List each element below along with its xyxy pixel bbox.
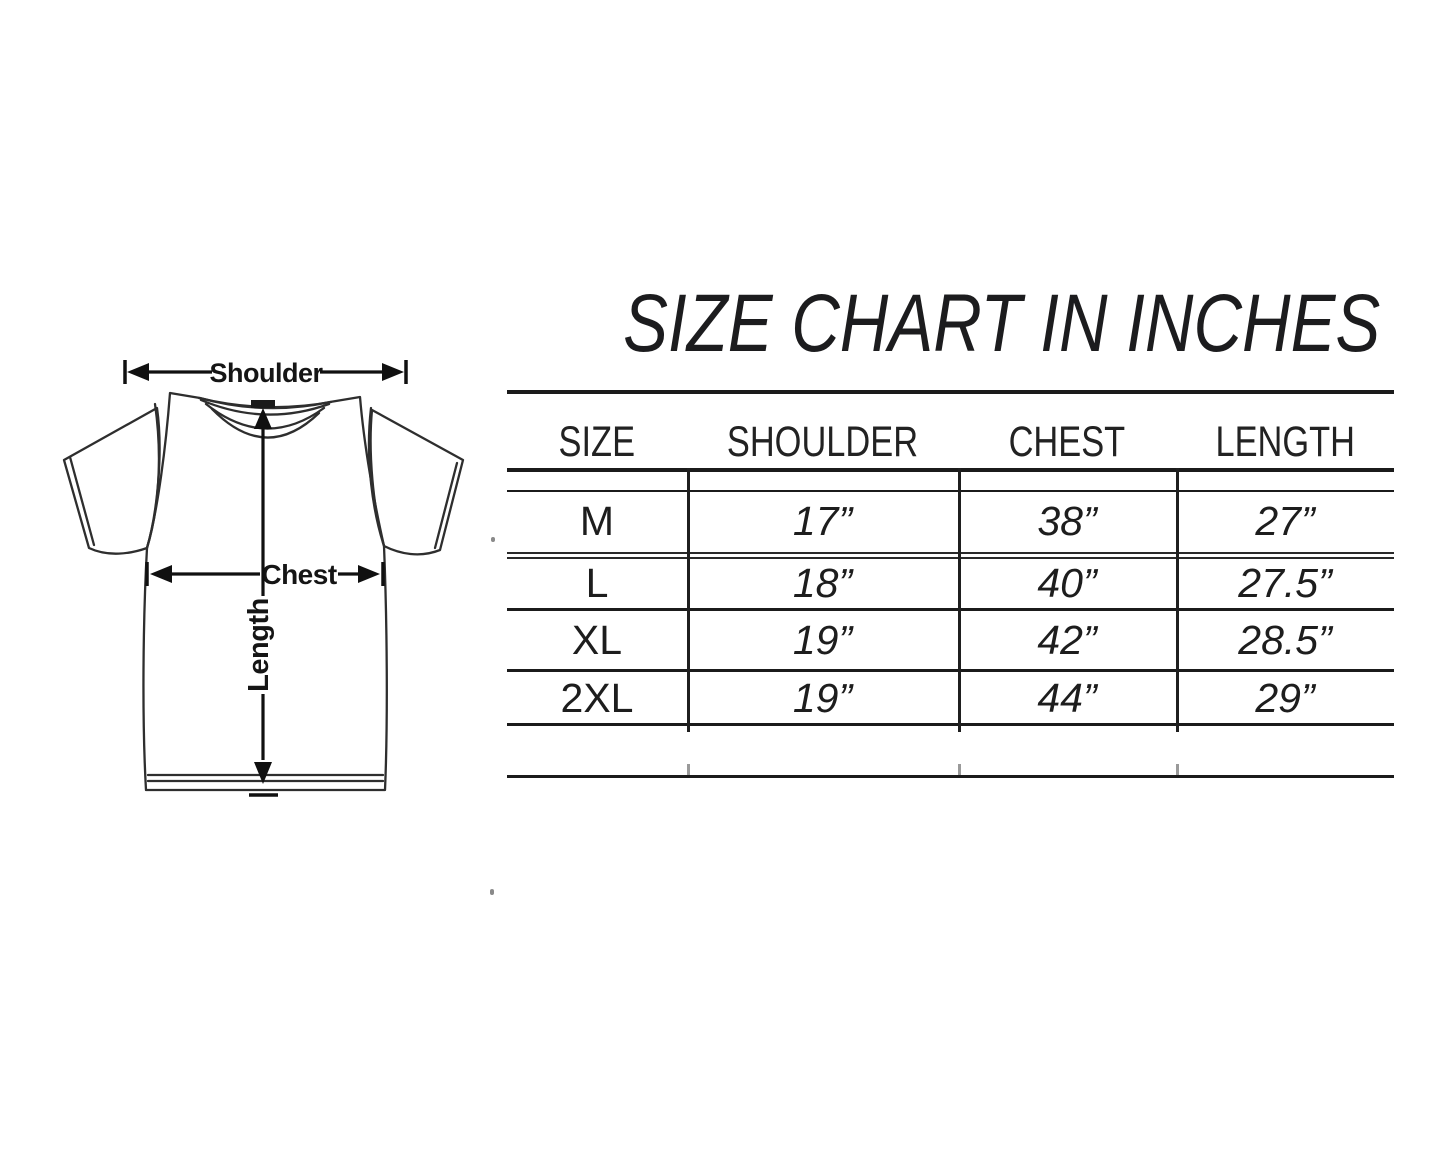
- row-2xl-shoulder: 19”: [792, 675, 853, 721]
- row-l-length: 27.5”: [1238, 559, 1332, 606]
- row-2xl-chest: 44”: [1037, 675, 1097, 721]
- row-m-shoulder: 17”: [792, 497, 853, 544]
- row-l-shoulder: 18”: [792, 559, 853, 606]
- footer-rule: [507, 775, 1394, 778]
- header-cell-shoulder: SHOULDER: [726, 417, 919, 466]
- tshirt-body: [142, 391, 388, 792]
- length-dimension-arrow: Length: [243, 408, 278, 797]
- header-cell-chest: CHEST: [1008, 417, 1126, 466]
- scan-speck: [491, 537, 495, 542]
- row-xl-length: 28.5”: [1238, 616, 1332, 663]
- shoulder-right-arrowhead: [382, 363, 404, 381]
- header-bottom-rule: [507, 468, 1394, 472]
- right-armhole-seam: [367, 406, 386, 548]
- length-bottom-arrowhead: [254, 762, 272, 784]
- row-2xl-size: 2XL: [560, 675, 634, 721]
- column-divider-2: [958, 468, 961, 732]
- row-xl-chest: 42”: [1037, 616, 1097, 663]
- shoulder-dimension-arrow: Shoulder: [123, 358, 408, 388]
- shoulder-left-arrowhead: [127, 363, 149, 381]
- length-label: Length: [243, 598, 275, 692]
- divider-remnant-3: [1176, 764, 1179, 775]
- left-sleeve: [62, 406, 161, 555]
- row-xl-shoulder: 19”: [792, 616, 853, 663]
- row-m-size: M: [579, 497, 615, 544]
- right-sleeve-cuff-stitch-line: [433, 461, 459, 550]
- scan-speck: [490, 889, 494, 895]
- row-m-bottom-double-rule: [507, 552, 1394, 559]
- length-top-arrowhead: [254, 408, 272, 429]
- table-row-m: M 17” 38” 27”: [507, 490, 1394, 552]
- chest-right-arrowhead: [358, 565, 380, 583]
- row-2xl-length: 29”: [1255, 675, 1315, 721]
- row-xl-bottom-rule: [507, 669, 1394, 672]
- table-bottom-rule: [507, 723, 1394, 726]
- header-cell-length: LENGTH: [1215, 417, 1355, 466]
- spacer-row-rule: [507, 490, 1394, 492]
- page-title: SIZE CHART IN INCHES: [623, 278, 1381, 369]
- left-armhole-seam: [145, 402, 161, 550]
- size-table: SIZE SHOULDER CHEST LENGTH M 17” 38” 27”…: [507, 390, 1394, 790]
- table-header-row: SIZE SHOULDER CHEST LENGTH: [507, 410, 1394, 474]
- divider-remnant-2: [958, 764, 961, 775]
- table-row-2xl: 2XL 19” 44” 29”: [507, 674, 1394, 723]
- table-row-xl: XL 19” 42” 28.5”: [507, 612, 1394, 668]
- collar-inner-curve-2: [210, 407, 321, 439]
- tshirt-measurement-diagram: Shoulder Chest Length: [62, 358, 465, 797]
- left-sleeve-cuff-stitch-line: [68, 455, 96, 547]
- collar-back-tab: [251, 400, 275, 408]
- chest-left-arrowhead: [150, 565, 172, 583]
- table-row-l: L 18” 40” 27.5”: [507, 558, 1394, 608]
- row-xl-size: XL: [571, 616, 623, 663]
- header-cell-size: SIZE: [558, 417, 636, 466]
- column-divider-1: [687, 468, 690, 732]
- column-divider-3: [1176, 468, 1179, 732]
- row-l-bottom-rule: [507, 608, 1394, 611]
- right-sleeve: [369, 408, 465, 556]
- chest-dimension-arrow: Chest: [145, 559, 385, 590]
- page-title-wrap: SIZE CHART IN INCHES: [540, 283, 1380, 365]
- row-m-chest: 38”: [1037, 497, 1097, 544]
- row-m-length: 27”: [1255, 497, 1315, 544]
- chest-label: Chest: [261, 559, 336, 590]
- shoulder-label: Shoulder: [209, 358, 323, 388]
- divider-remnant-1: [687, 764, 690, 775]
- row-l-size: L: [585, 559, 609, 606]
- row-l-chest: 40”: [1037, 559, 1097, 606]
- table-top-rule: [507, 390, 1394, 394]
